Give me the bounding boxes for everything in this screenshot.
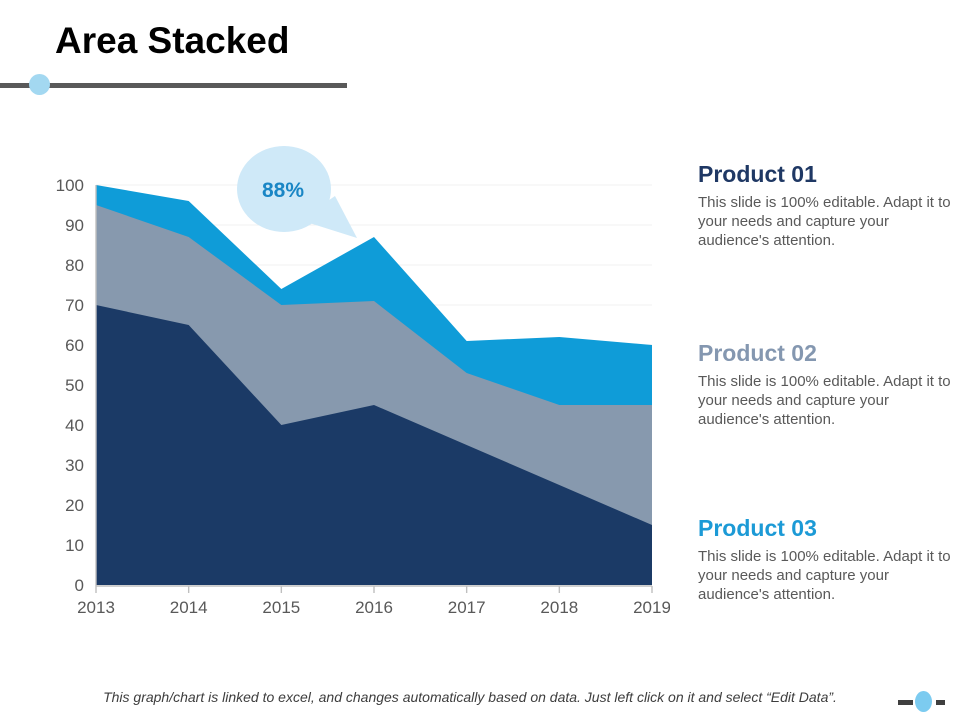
x-tick-label: 2014 — [170, 598, 208, 617]
decoration-dash-icon — [898, 700, 913, 705]
callout-value-label: 88% — [262, 179, 304, 202]
callout-tail — [300, 196, 357, 238]
x-tick-label: 2018 — [540, 598, 578, 617]
product-02-description: This slide is 100% editable. Adapt it to… — [698, 373, 951, 429]
product-panel: Product 01 This slide is 100% editable. … — [698, 162, 956, 612]
title-dot-icon — [29, 74, 50, 95]
product-01-title: Product 01 — [698, 161, 817, 187]
y-tick-label: 90 — [65, 216, 84, 235]
x-tick-label: 2016 — [355, 598, 393, 617]
y-tick-label: 100 — [56, 176, 84, 195]
bottom-right-decoration — [898, 691, 954, 713]
decoration-dash-icon — [936, 700, 945, 705]
y-tick-label: 60 — [65, 336, 84, 355]
product-01-section: Product 01 This slide is 100% editable. … — [698, 162, 956, 250]
title-underline-rule — [0, 83, 347, 88]
y-tick-label: 50 — [65, 376, 84, 395]
y-tick-label: 30 — [65, 456, 84, 475]
footer-note: This graph/chart is linked to excel, and… — [103, 689, 837, 705]
decoration-oval-icon — [915, 691, 932, 712]
product-03-title: Product 03 — [698, 515, 817, 541]
chart-svg: 0 10 20 30 40 50 60 70 80 90 100 2013 2014 2015 2016 20… — [56, 146, 671, 617]
x-tick-label: 2019 — [633, 598, 670, 617]
page-title: Area Stacked — [55, 20, 290, 61]
product-03-description: This slide is 100% editable. Adapt it to… — [698, 548, 951, 604]
y-tick-label: 40 — [65, 416, 84, 435]
x-tick-label: 2013 — [77, 598, 115, 617]
product-03-section: Product 03 This slide is 100% editable. … — [698, 516, 956, 604]
area-product-03 — [96, 305, 652, 585]
product-02-title: Product 02 — [698, 340, 817, 366]
product-02-section: Product 02 This slide is 100% editable. … — [698, 341, 956, 429]
area-stacked-chart: 0 10 20 30 40 50 60 70 80 90 100 2013 2014 2015 2016 20… — [50, 130, 671, 630]
x-tick-label: 2017 — [448, 598, 486, 617]
x-tick-label: 2015 — [262, 598, 300, 617]
y-tick-label: 0 — [75, 576, 84, 595]
product-01-description: This slide is 100% editable. Adapt it to… — [698, 194, 951, 250]
y-tick-label: 10 — [65, 536, 84, 555]
callout-bubble — [237, 146, 331, 232]
y-tick-label: 80 — [65, 256, 84, 275]
y-tick-label: 70 — [65, 296, 84, 315]
y-tick-label: 20 — [65, 496, 84, 515]
